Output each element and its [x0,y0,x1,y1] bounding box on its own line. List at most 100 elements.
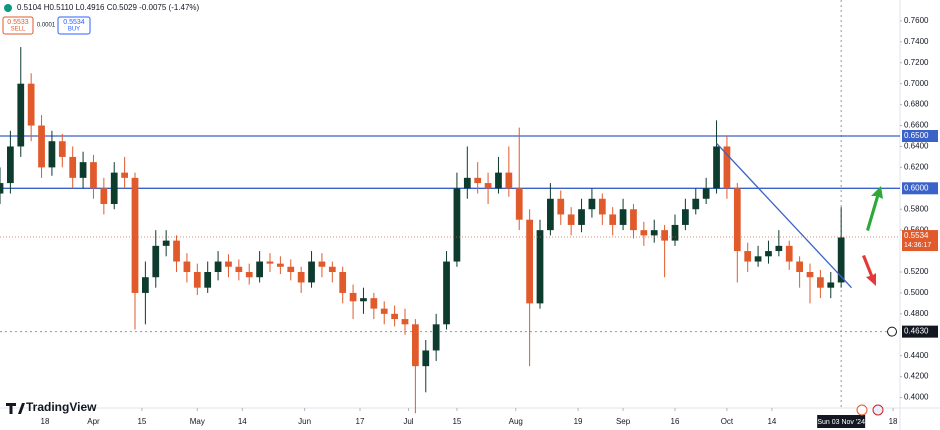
trendline [716,142,853,289]
x-tick-label: 15 [452,417,461,426]
candle-body [17,83,25,147]
candle-body [817,277,824,288]
candle-body [360,298,367,302]
spread: 0.0001 [37,23,56,29]
candle-body [505,172,513,189]
candle-body [225,261,232,267]
candle-body [713,146,720,189]
x-tick-label: Jul [403,417,413,426]
candle-body [567,214,575,225]
candle-body [193,272,201,288]
level-label: 0.6500 [904,131,929,140]
candle-body [152,245,160,278]
candle-body [401,319,409,325]
crosshair-label-box [817,415,866,428]
event-icon [856,404,868,416]
down-arrow [862,255,876,286]
candle-body [557,198,565,215]
up-arrow [866,186,883,231]
y-tick-label: 0.7200 [904,58,929,67]
y-tick-label: 0.4800 [904,309,929,318]
candle-body [692,198,700,210]
candle-body [837,237,845,283]
candle-body [495,172,502,189]
candle-body [578,209,585,225]
x-tick-label: 18 [41,417,50,426]
candle-body [173,240,180,262]
candle-body [640,230,648,236]
sell-price: 0.5533 [7,19,29,26]
y-tick-label: 0.7400 [904,37,929,46]
candle-body [422,350,430,367]
level-label-box [902,130,938,142]
buy-label: BUY [68,27,80,33]
candle-body [723,146,731,189]
candle-body [79,162,87,178]
candle-body [142,277,149,293]
candle-body [69,156,77,178]
candle-body [453,188,461,262]
marker-label: 0.4630 [904,327,929,336]
level-label: 0.6000 [904,183,929,192]
candle-body [785,245,793,262]
x-tick-label: 18 [889,417,898,426]
candle-body [682,209,689,225]
candle-body [661,230,668,241]
candle-body [235,266,243,272]
last-price-box [902,230,938,252]
candle-body [754,256,762,262]
candle-body [744,251,752,262]
y-tick-label: 0.7600 [904,16,929,25]
candle-body [671,224,679,241]
candle-body [349,292,357,302]
x-tick-label: May [190,417,205,426]
candle-body [443,261,450,325]
flag-icon [872,404,884,416]
marker-label-box [902,325,938,338]
brand-logo [6,403,25,414]
candle-body [7,146,14,184]
candle-body [100,188,108,204]
candle-body [702,188,710,199]
y-tick-label: 0.6600 [904,121,929,130]
candle-body [463,177,471,189]
candle-body [765,251,772,257]
candle-body [474,177,482,184]
y-tick-label: 0.5000 [904,288,929,297]
candle-body [266,261,274,264]
candle-body [547,198,554,231]
x-tick-label: Jun [298,417,311,426]
candle-body [380,308,388,314]
candle-body [183,261,191,272]
candle-body [619,209,627,225]
y-tick-label: 0.5600 [904,225,929,234]
buy-price: 0.5534 [63,19,85,26]
candle-body [277,263,284,267]
candle-body [609,214,617,225]
candle-body [588,198,596,210]
candle-body [484,183,492,189]
y-tick-label: 0.6400 [904,142,929,151]
candle-body [204,272,212,288]
candle-body [214,261,222,272]
candle-body [48,141,56,168]
x-tick-label: 14 [238,417,247,426]
marker-icon [887,326,897,337]
sell-button[interactable] [2,16,34,35]
y-tick-label: 0.7000 [904,79,929,88]
candle-body [650,230,658,236]
x-tick-label: 15 [137,417,146,426]
candle-body [630,209,637,231]
candle-body [58,141,66,157]
candle-body [308,261,315,283]
candle-body [256,261,263,278]
y-tick-label: 0.4200 [904,372,929,381]
candle-body [287,266,295,272]
x-tick-label: Aug [509,417,523,426]
candle-body [526,219,533,304]
ohlc-legend: 0.5104 H0.5110 L0.4916 C0.5029 -0.0075 (… [17,3,200,12]
candle-body [598,198,606,215]
buy-button[interactable] [57,16,91,35]
